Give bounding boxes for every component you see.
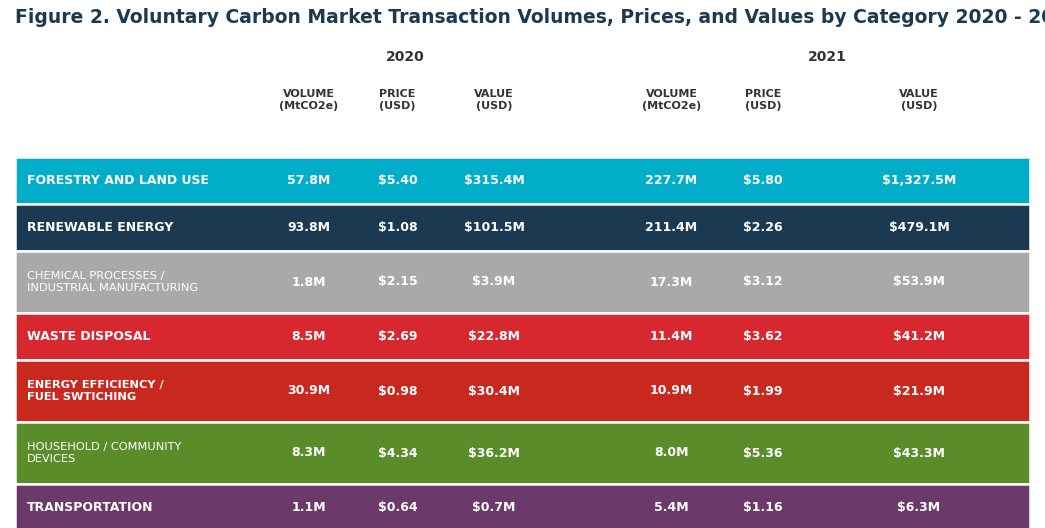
Bar xyxy=(15,157,1030,204)
Text: $3.12: $3.12 xyxy=(743,276,783,288)
Text: $2.69: $2.69 xyxy=(377,330,417,343)
Text: 227.7M: 227.7M xyxy=(646,174,698,187)
Text: $22.8M: $22.8M xyxy=(468,330,520,343)
Bar xyxy=(15,313,1030,360)
Text: 1.1M: 1.1M xyxy=(292,501,326,514)
Text: Figure 2. Voluntary Carbon Market Transaction Volumes, Prices, and Values by Cat: Figure 2. Voluntary Carbon Market Transa… xyxy=(15,8,1045,27)
Text: $21.9M: $21.9M xyxy=(893,384,945,398)
Text: 8.3M: 8.3M xyxy=(292,447,326,459)
Text: 8.5M: 8.5M xyxy=(292,330,326,343)
Text: $5.80: $5.80 xyxy=(743,174,783,187)
Text: $1.08: $1.08 xyxy=(377,221,417,234)
Text: 2020: 2020 xyxy=(386,50,424,64)
Text: $0.64: $0.64 xyxy=(377,501,417,514)
Text: 57.8M: 57.8M xyxy=(287,174,330,187)
Text: VOLUME
(MtCO2e): VOLUME (MtCO2e) xyxy=(279,89,339,111)
Text: TRANSPORTATION: TRANSPORTATION xyxy=(27,501,154,514)
Text: $41.2M: $41.2M xyxy=(892,330,945,343)
Text: 30.9M: 30.9M xyxy=(287,384,330,398)
Text: 2021: 2021 xyxy=(808,50,846,64)
Text: $2.26: $2.26 xyxy=(743,221,783,234)
Text: $3.9M: $3.9M xyxy=(472,276,515,288)
Bar xyxy=(15,204,1030,251)
Text: $36.2M: $36.2M xyxy=(468,447,520,459)
Text: 11.4M: 11.4M xyxy=(650,330,693,343)
Text: VALUE
(USD): VALUE (USD) xyxy=(899,89,938,111)
Bar xyxy=(15,360,1030,422)
Text: VOLUME
(MtCO2e): VOLUME (MtCO2e) xyxy=(642,89,701,111)
Text: $53.9M: $53.9M xyxy=(893,276,945,288)
Text: 93.8M: 93.8M xyxy=(287,221,330,234)
Text: PRICE
(USD): PRICE (USD) xyxy=(745,89,782,111)
Text: FORESTRY AND LAND USE: FORESTRY AND LAND USE xyxy=(27,174,209,187)
Text: $1.99: $1.99 xyxy=(743,384,783,398)
Text: WASTE DISPOSAL: WASTE DISPOSAL xyxy=(27,330,150,343)
Text: $1,327.5M: $1,327.5M xyxy=(882,174,956,187)
Text: PRICE
(USD): PRICE (USD) xyxy=(379,89,416,111)
Text: CHEMICAL PROCESSES /
INDUSTRIAL MANUFACTURING: CHEMICAL PROCESSES / INDUSTRIAL MANUFACT… xyxy=(27,271,199,293)
Text: HOUSEHOLD / COMMUNITY
DEVICES: HOUSEHOLD / COMMUNITY DEVICES xyxy=(27,442,182,464)
Bar xyxy=(15,422,1030,484)
Text: $6.3M: $6.3M xyxy=(898,501,940,514)
Text: $5.36: $5.36 xyxy=(743,447,783,459)
Text: 10.9M: 10.9M xyxy=(650,384,693,398)
Text: $5.40: $5.40 xyxy=(377,174,417,187)
Text: 211.4M: 211.4M xyxy=(646,221,698,234)
Bar xyxy=(15,251,1030,313)
Text: $4.34: $4.34 xyxy=(377,447,417,459)
Text: $3.62: $3.62 xyxy=(743,330,783,343)
Text: 8.0M: 8.0M xyxy=(654,447,689,459)
Text: $43.3M: $43.3M xyxy=(893,447,945,459)
Text: $315.4M: $315.4M xyxy=(464,174,525,187)
Text: $101.5M: $101.5M xyxy=(464,221,525,234)
Text: 5.4M: 5.4M xyxy=(654,501,689,514)
Text: ENERGY EFFICIENCY /
FUEL SWTICHING: ENERGY EFFICIENCY / FUEL SWTICHING xyxy=(27,380,164,402)
Text: 17.3M: 17.3M xyxy=(650,276,693,288)
Text: $0.7M: $0.7M xyxy=(472,501,515,514)
Text: RENEWABLE ENERGY: RENEWABLE ENERGY xyxy=(27,221,173,234)
Text: $30.4M: $30.4M xyxy=(468,384,520,398)
Text: $0.98: $0.98 xyxy=(377,384,417,398)
Text: $2.15: $2.15 xyxy=(377,276,417,288)
Text: 1.8M: 1.8M xyxy=(292,276,326,288)
Text: $479.1M: $479.1M xyxy=(888,221,949,234)
Text: $1.16: $1.16 xyxy=(743,501,783,514)
Text: VALUE
(USD): VALUE (USD) xyxy=(474,89,514,111)
Bar xyxy=(15,484,1030,528)
